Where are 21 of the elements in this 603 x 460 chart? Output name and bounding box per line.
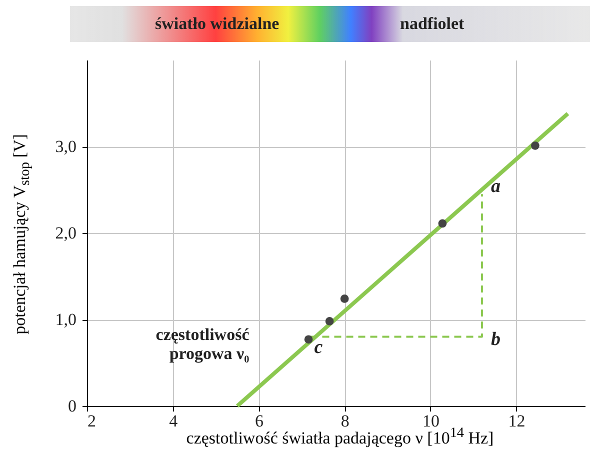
annotation: c xyxy=(314,336,324,358)
x-tick-label: 12 xyxy=(508,412,526,430)
y-tick-label: 3,0 xyxy=(55,137,76,156)
point xyxy=(438,219,447,228)
text: światło widzialne xyxy=(155,14,280,34)
annotation: a xyxy=(490,176,501,198)
y-tick-label: 0 xyxy=(68,396,76,416)
annotation: częstotliwość progowa ν₀ xyxy=(156,325,250,363)
x-tick-label: 6 xyxy=(254,412,264,430)
point xyxy=(531,141,540,150)
x-tick-label: 2 xyxy=(88,412,96,430)
point xyxy=(325,317,334,326)
y-tick-label: 1,0 xyxy=(55,310,76,329)
annotation: b xyxy=(490,328,500,350)
point xyxy=(304,335,313,344)
x-tick-label: 10 xyxy=(422,412,440,430)
y-tick-label: 2,0 xyxy=(55,224,76,242)
x-tick-label: 4 xyxy=(169,412,178,430)
point xyxy=(340,294,349,303)
x-tick-label: 8 xyxy=(340,412,350,430)
text: nadfiolet xyxy=(400,14,464,34)
